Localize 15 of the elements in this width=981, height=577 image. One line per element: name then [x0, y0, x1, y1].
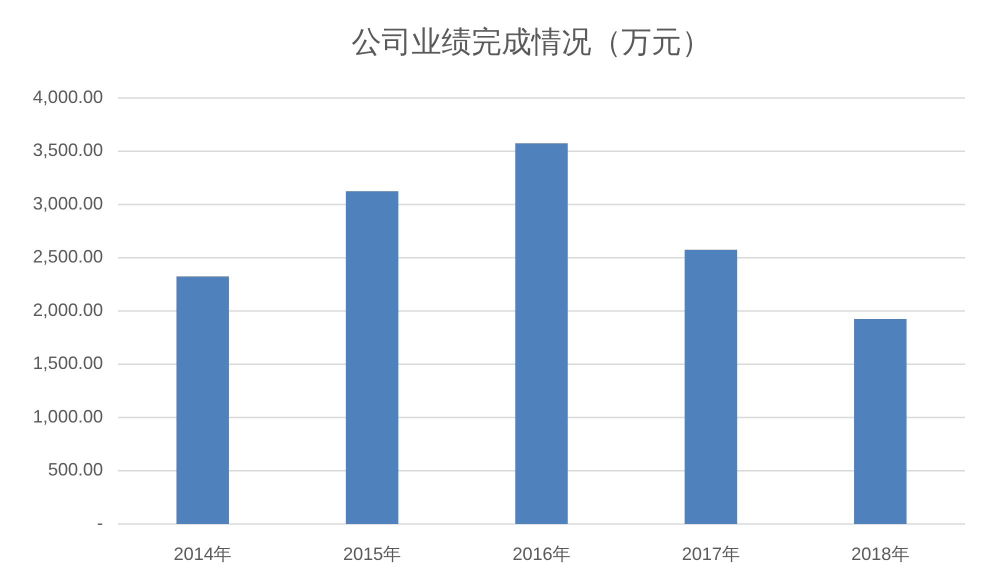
x-tick-label: 2017年: [682, 544, 740, 564]
title: 公司业绩完成情况（万元）: [352, 26, 712, 59]
y-tick-label: 2,000.00: [32, 300, 103, 320]
x-tick-label: 2014年: [174, 544, 232, 564]
y-tick-label: 1,500.00: [32, 353, 103, 373]
y-tick-label: 3,000.00: [32, 193, 103, 214]
y-tick-label: 4,000.00: [32, 86, 103, 107]
x-tick-label: 2016年: [512, 544, 571, 564]
x-tick-label: 2015年: [343, 544, 402, 564]
x-tick-label: 2018年: [851, 544, 910, 564]
y-tick-label: -: [97, 512, 103, 533]
y-tick-label: 500.00: [48, 460, 103, 480]
y-tick-label: 2,500.00: [32, 246, 103, 266]
y-tick-label: 3,500.00: [32, 140, 103, 160]
y-tick-label: 1,000.00: [32, 406, 103, 426]
